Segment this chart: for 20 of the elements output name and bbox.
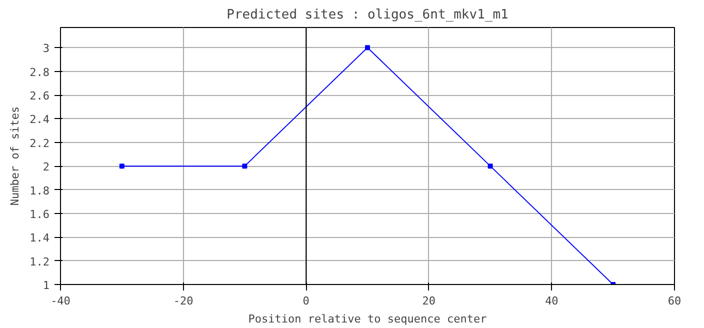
x-tick-label: -20 xyxy=(173,294,194,308)
x-tick-label: -40 xyxy=(50,294,70,308)
x-axis-title: Position relative to sequence center xyxy=(248,312,488,326)
y-tick-label: 2.8 xyxy=(30,66,50,79)
x-tick-label: 0 xyxy=(302,294,310,308)
y-tick-label: 1.2 xyxy=(30,255,50,268)
x-tick-label: 20 xyxy=(422,294,436,308)
y-tick-label: 1.8 xyxy=(30,184,50,198)
chart-title: Predicted sites : oligos_6nt_mkv1_m1 xyxy=(226,8,508,22)
y-tick-label: 3 xyxy=(42,42,50,56)
y-tick-label: 1 xyxy=(42,279,50,292)
y-tick-label: 2.2 xyxy=(30,136,50,150)
y-tick-label: 2 xyxy=(42,160,50,174)
y-tick-label: 1.6 xyxy=(30,208,50,221)
x-tick-label: 60 xyxy=(668,294,682,308)
y-tick-label: 2.4 xyxy=(30,113,50,126)
x-tick-label: 40 xyxy=(545,294,558,308)
y-axis-title: Number of sites xyxy=(8,106,22,206)
y-tick-label: 1.4 xyxy=(30,232,50,245)
y-tick-label: 2.6 xyxy=(30,90,50,103)
